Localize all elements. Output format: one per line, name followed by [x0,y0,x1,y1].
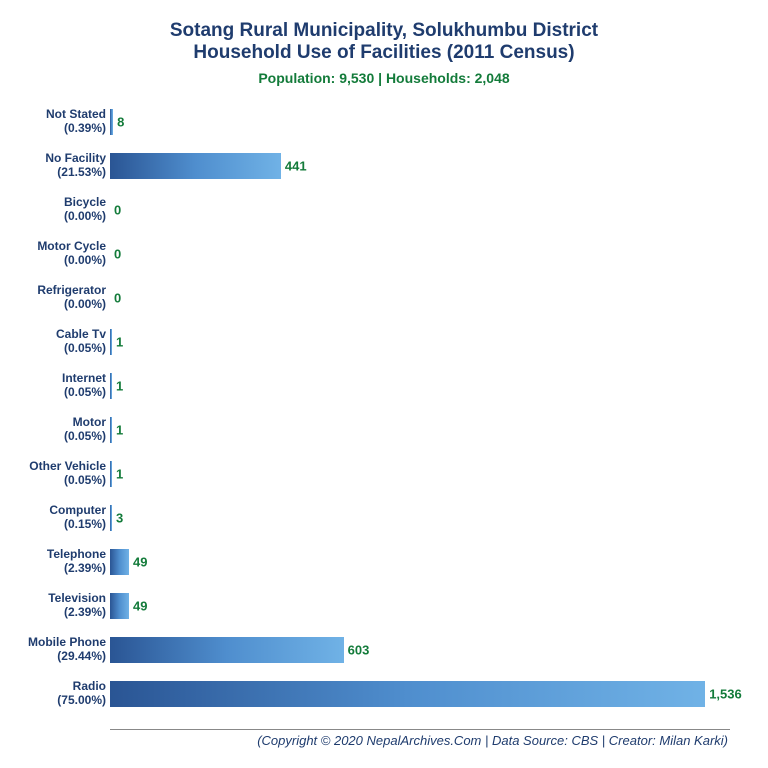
bar-label: Mobile Phone(29.44%) [0,636,110,664]
bar-value: 1 [112,467,123,482]
bar-value: 441 [281,159,307,174]
bar: 1 [110,373,112,399]
bar-label-name: No Facility [45,151,106,165]
bar-value: 49 [129,555,147,570]
bar-label-pct: (0.15%) [0,518,106,532]
bar-label-name: Cable Tv [56,327,106,341]
bar: 1,536 [110,681,705,707]
bar-label-pct: (0.05%) [0,474,106,488]
bar-row: Telephone(2.39%)49 [110,540,730,584]
chart-container: Sotang Rural Municipality, Solukhumbu Di… [0,0,768,768]
bar-label-name: Telephone [47,547,106,561]
bar-label-pct: (0.05%) [0,342,106,356]
bar-label-name: Television [48,591,106,605]
bar-label-name: Other Vehicle [29,459,106,473]
bar: 49 [110,593,129,619]
bar-value: 8 [113,115,124,130]
bar-row: Radio(75.00%)1,536 [110,672,730,716]
bar-value: 1 [112,335,123,350]
bar-label: No Facility(21.53%) [0,152,110,180]
bar-label-name: Mobile Phone [28,635,106,649]
bar-row: No Facility(21.53%)441 [110,144,730,188]
bar-label-pct: (2.39%) [0,606,106,620]
bar: 441 [110,153,281,179]
bar-value: 1,536 [705,687,742,702]
bar-value: 0 [110,291,121,306]
bar-row: Motor Cycle(0.00%)0 [110,232,730,276]
bar-label-name: Motor [73,415,106,429]
bar-value: 1 [112,423,123,438]
bar-label: Not Stated(0.39%) [0,108,110,136]
bar: 603 [110,637,344,663]
bar-label-name: Motor Cycle [37,239,106,253]
bar-label-name: Bicycle [64,195,106,209]
bar: 3 [110,505,112,531]
bar-row: Internet(0.05%)1 [110,364,730,408]
bar-label-name: Computer [49,503,106,517]
bar-label-name: Not Stated [46,107,106,121]
bar-label: Telephone(2.39%) [0,548,110,576]
bar-label-pct: (21.53%) [0,166,106,180]
bar-value: 1 [112,379,123,394]
bar-row: Bicycle(0.00%)0 [110,188,730,232]
bar-label: Television(2.39%) [0,592,110,620]
bar-label: Internet(0.05%) [0,372,110,400]
bar-label: Other Vehicle(0.05%) [0,460,110,488]
bar-row: Refrigerator(0.00%)0 [110,276,730,320]
bar-label-pct: (0.39%) [0,122,106,136]
bar-row: Mobile Phone(29.44%)603 [110,628,730,672]
bar-label: Radio(75.00%) [0,680,110,708]
bar: 1 [110,329,112,355]
chart-title-line1: Sotang Rural Municipality, Solukhumbu Di… [10,20,758,42]
bar-label: Cable Tv(0.05%) [0,328,110,356]
plot-area: Not Stated(0.39%)8No Facility(21.53%)441… [110,100,730,730]
bar-label-pct: (0.00%) [0,254,106,268]
chart-subtitle: Population: 9,530 | Households: 2,048 [10,70,758,86]
bar-value: 0 [110,247,121,262]
bar-label-name: Internet [62,371,106,385]
bar-label-pct: (2.39%) [0,562,106,576]
bar-label-name: Radio [73,679,106,693]
bar-value: 3 [112,511,123,526]
chart-footer: (Copyright © 2020 NepalArchives.Com | Da… [257,733,728,748]
bar-label: Motor Cycle(0.00%) [0,240,110,268]
bar-label-name: Refrigerator [37,283,106,297]
bar-row: Computer(0.15%)3 [110,496,730,540]
bar-row: Television(2.39%)49 [110,584,730,628]
bar-label-pct: (0.05%) [0,430,106,444]
bar-row: Motor(0.05%)1 [110,408,730,452]
bar: 1 [110,461,112,487]
bar-label-pct: (29.44%) [0,650,106,664]
bar-label: Computer(0.15%) [0,504,110,532]
bar-value: 0 [110,203,121,218]
bar-label-pct: (0.00%) [0,298,106,312]
bar-row: Cable Tv(0.05%)1 [110,320,730,364]
bar-label: Bicycle(0.00%) [0,196,110,224]
bar-label-pct: (0.05%) [0,386,106,400]
bar-value: 49 [129,599,147,614]
bar-label-pct: (75.00%) [0,694,106,708]
bar: 8 [110,109,113,135]
bar-label: Motor(0.05%) [0,416,110,444]
bar-value: 603 [344,643,370,658]
chart-title-line2: Household Use of Facilities (2011 Census… [10,42,758,64]
chart-titles: Sotang Rural Municipality, Solukhumbu Di… [10,20,758,86]
bar: 49 [110,549,129,575]
bar-label: Refrigerator(0.00%) [0,284,110,312]
bar-label-pct: (0.00%) [0,210,106,224]
bar-row: Not Stated(0.39%)8 [110,100,730,144]
bar-row: Other Vehicle(0.05%)1 [110,452,730,496]
bar: 1 [110,417,112,443]
